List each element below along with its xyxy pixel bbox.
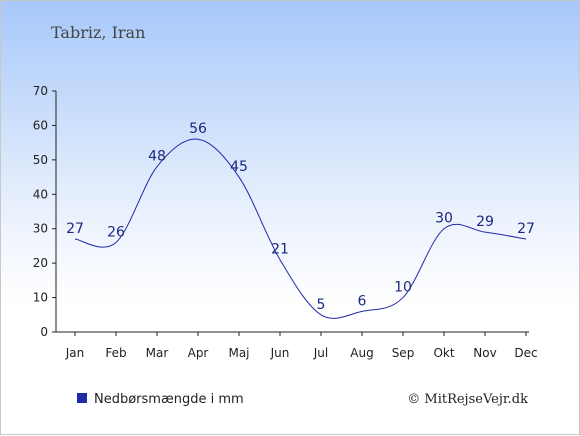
x-tick-label: Dec: [514, 346, 537, 360]
y-tick-label: 0: [40, 325, 48, 339]
data-label: 45: [230, 159, 248, 175]
y-tick-label: 20: [33, 256, 48, 270]
x-tick-label: Maj: [228, 346, 249, 360]
series-line-precipitation: [74, 138, 527, 319]
x-tick-label: Jul: [313, 346, 328, 360]
x-tick-label: Apr: [188, 346, 209, 360]
data-label: 26: [107, 224, 125, 240]
y-tick-label: 60: [33, 118, 48, 132]
data-label: 48: [148, 149, 166, 165]
x-tick-label: Jan: [65, 346, 85, 360]
credit-text: © MitRejseVejr.dk: [407, 392, 528, 407]
data-label: 56: [189, 121, 207, 137]
y-tick-label: 10: [33, 291, 48, 305]
x-tick-label: Sep: [392, 346, 415, 360]
x-tick-label: Jun: [270, 346, 290, 360]
data-label: 27: [517, 221, 535, 237]
x-tick-label: Okt: [433, 346, 454, 360]
data-label: 10: [394, 280, 412, 296]
data-label: 30: [435, 211, 453, 227]
y-tick-label: 50: [33, 153, 48, 167]
x-tick-label: Nov: [473, 346, 496, 360]
x-tick-label: Aug: [350, 346, 373, 360]
data-label: 21: [271, 242, 289, 258]
y-tick-label: 30: [33, 222, 48, 236]
legend-swatch: [77, 393, 87, 403]
x-tick-label: Feb: [105, 346, 126, 360]
x-tick-label: Mar: [146, 346, 169, 360]
data-label: 6: [358, 293, 367, 309]
data-label: 5: [317, 297, 326, 313]
legend-label: Nedbørsmængde i mm: [94, 392, 244, 407]
chart-title: Tabriz, Iran: [51, 23, 145, 42]
data-label: 27: [66, 221, 84, 237]
y-tick-label: 40: [33, 187, 48, 201]
y-tick-label: 70: [33, 84, 48, 98]
data-label: 29: [476, 214, 494, 230]
